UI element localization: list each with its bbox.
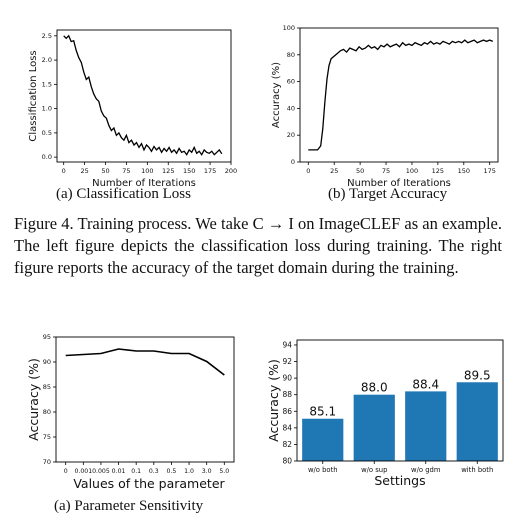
x-tick-label: 175 [483, 167, 495, 175]
plot-frame [55, 336, 235, 463]
x-tick-label: 0.5 [167, 468, 177, 475]
x-tick-label: 125 [432, 167, 444, 175]
y-tick-label: 100 [283, 24, 295, 32]
y-tick-label: 60 [287, 78, 295, 86]
x-tick-label: 175 [204, 167, 216, 175]
y-axis-label: Classification Loss [28, 50, 39, 141]
series-line [63, 34, 223, 156]
y-tick-label: 85 [43, 383, 51, 391]
y-tick-label: 0 [291, 158, 295, 166]
x-tick-label: 50 [356, 167, 364, 175]
y-tick-label: 84 [282, 423, 292, 432]
y-tick-label: 90 [282, 374, 292, 383]
x-tick-label: w/o both [308, 466, 338, 474]
y-tick-label: 94 [282, 340, 292, 349]
x-tick-label: 0 [62, 167, 66, 175]
x-tick-label: 150 [458, 167, 470, 175]
y-tick-label: 92 [282, 357, 292, 366]
x-axis-label: Values of the parameter [73, 476, 225, 491]
x-tick-label: 200 [225, 167, 237, 175]
x-tick-label: 75 [122, 167, 130, 175]
y-tick-label: 80 [282, 457, 292, 466]
bar [456, 382, 498, 461]
bar-value-label: 88.4 [412, 377, 439, 391]
figure-caption: Figure 4. Training process. We take C → … [14, 214, 502, 277]
y-tick-label: 40 [287, 104, 295, 112]
bar-value-label: 88.0 [361, 381, 388, 395]
x-tick-label: 25 [80, 167, 88, 175]
bar [302, 418, 344, 461]
y-tick-label: 88 [282, 390, 292, 399]
y-tick-label: 80 [287, 51, 295, 59]
plot-frame [56, 29, 232, 163]
bar-value-label: 85.1 [309, 405, 336, 419]
x-tick-label: 5.0 [219, 468, 229, 475]
y-axis-label: Accuracy (%) [271, 62, 282, 128]
plot-frame [296, 339, 504, 462]
x-tick-label: w/o gdm [411, 466, 441, 474]
x-tick-label: 50 [101, 167, 109, 175]
y-tick-label: 75 [43, 433, 51, 441]
y-axis-label: Accuracy (%) [26, 358, 41, 441]
y-tick-label: 82 [282, 440, 292, 449]
x-tick-label: 125 [162, 167, 174, 175]
y-tick-label: 80 [43, 408, 51, 416]
subcaption-parameter-sensitivity: (a) Parameter Sensitivity [54, 498, 204, 514]
bar [405, 391, 447, 461]
y-axis-label: Accuracy (%) [266, 359, 281, 442]
y-tick-label: 20 [287, 131, 295, 139]
classification-loss-chart: 0 25 50 75 100 125 150 175 200 0.0 0.5 1.0 1.5 2.0 2.5… [28, 29, 237, 189]
x-axis-label: Number of Iterations [347, 178, 451, 189]
y-tick-label: 2.0 [42, 56, 52, 64]
x-tick-label: 100 [406, 167, 418, 175]
subcaption-classification-loss: (a) Classification Loss [56, 186, 191, 202]
x-tick-label: 25 [330, 167, 338, 175]
x-tick-label: 150 [183, 167, 195, 175]
x-tick-label: 0 [64, 468, 68, 475]
x-tick-label: 0 [306, 167, 310, 175]
series-line [65, 348, 225, 376]
x-axis-label: Settings [374, 473, 425, 488]
x-tick-label: 0.01 [112, 468, 126, 475]
y-tick-label: 1.0 [42, 105, 52, 113]
y-tick-label: 86 [282, 407, 292, 416]
y-tick-label: 70 [43, 458, 51, 466]
x-tick-label: 0.001 [74, 468, 92, 475]
y-tick-label: 0.0 [42, 153, 52, 161]
bar [353, 394, 395, 461]
y-tick-label: 95 [43, 333, 51, 341]
subcaption-target-accuracy: (b) Target Accuracy [328, 186, 448, 202]
parameter-sensitivity-chart: 70 75 80 85 90 95 0 0.001 0.005 0.01 0.1 0.3 0.5 1.0 3… [26, 333, 235, 491]
x-tick-label: 0.3 [149, 468, 159, 475]
x-tick-label: w/o sup [361, 466, 387, 474]
x-tick-label: 1.0 [184, 468, 194, 475]
x-tick-label: 100 [141, 167, 153, 175]
y-tick-label: 1.5 [42, 80, 52, 88]
y-tick-label: 2.5 [42, 32, 52, 40]
series-line [308, 39, 494, 151]
x-tick-label: 3.0 [202, 468, 212, 475]
x-tick-label: 0.1 [131, 468, 141, 475]
x-axis-label: Number of Iterations [92, 178, 196, 189]
bar-value-label: 89.5 [464, 368, 491, 382]
x-tick-label: 75 [382, 167, 390, 175]
y-tick-label: 0.5 [42, 129, 52, 137]
y-tick-label: 90 [43, 358, 51, 366]
target-accuracy-chart: 0 25 50 75 100 125 150 175 0 20 40 60 80 100 Number of… [271, 24, 499, 189]
x-tick-label: 0.005 [92, 468, 110, 475]
x-tick-label: with both [461, 466, 493, 474]
plot-frame [299, 27, 499, 163]
ablation-bar-chart: 85.1 w/o both 88.0 w/o sup 88.4 w/o gdm 89.5 wi… [266, 339, 504, 488]
